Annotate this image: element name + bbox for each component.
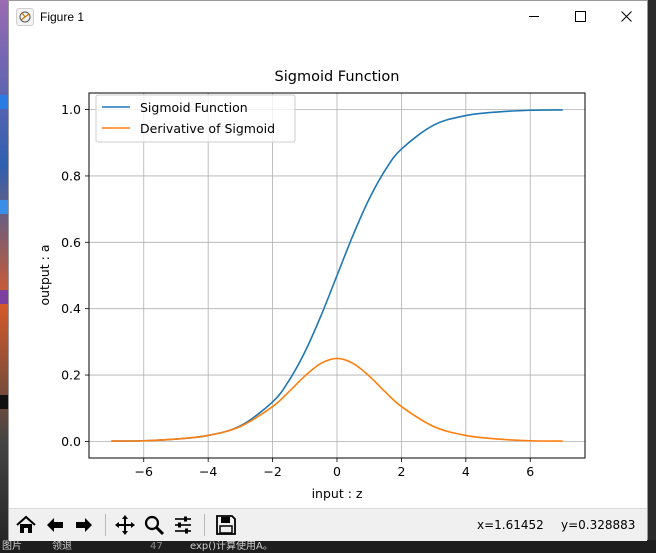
y-tick-label: 0.4 — [61, 301, 81, 316]
y-tick-label: 0.0 — [61, 434, 81, 449]
x-tick-label: 0 — [333, 464, 341, 479]
sigmoid-point — [465, 114, 467, 117]
desktop-app-icon — [0, 200, 8, 214]
title-bar[interactable]: Figure 1 — [9, 1, 647, 32]
cursor-x-readout: x=1.61452 — [477, 518, 544, 532]
figure-canvas[interactable]: −6 −4 −2 0 2 4 6 0.0 0.2 0.4 0.6 0.8 1.0 Sigmoid Fun… — [9, 32, 647, 508]
chart-title: Sigmoid Function — [275, 69, 400, 85]
derivative-point — [465, 434, 467, 437]
legend-label-derivative: Derivative of Sigmoid — [140, 121, 275, 136]
background-line-number: 47 — [150, 541, 163, 552]
y-tick-label: 0.6 — [61, 235, 81, 250]
derivative-point — [271, 405, 274, 408]
derivative-point — [175, 438, 177, 440]
matplotlib-app-icon — [16, 7, 34, 26]
pan-icon — [115, 515, 135, 535]
back-arrow-icon — [47, 518, 63, 532]
x-tick-label: 4 — [462, 464, 470, 479]
legend-box — [95, 94, 296, 143]
background-editor-strip: 图片 领退 47 exp()计算使用A。 — [0, 540, 656, 553]
legend: Sigmoid Function Derivative of Sigmoid — [95, 94, 296, 143]
sigmoid-point — [288, 380, 290, 382]
home-button[interactable] — [13, 512, 39, 538]
desktop-background-strip — [0, 0, 8, 553]
derivative-point — [336, 357, 338, 360]
background-editor-text: exp()计算使用A。 — [190, 541, 273, 552]
x-tick-label: −6 — [135, 464, 153, 479]
sigmoid-point — [304, 351, 306, 353]
toolbar-separator — [204, 514, 205, 536]
figure-window: Figure 1 −6 −4 −2 0 2 4 6 0.0 0.2 0.4 0.6 0.8 1.0 Si… — [8, 0, 648, 541]
sigmoid-chart: −6 −4 −2 0 2 4 6 0.0 0.2 0.4 0.6 0.8 1.0 Sigmoid Fun… — [37, 69, 586, 501]
maximize-button[interactable] — [557, 1, 603, 32]
derivative-point — [529, 440, 531, 442]
close-button[interactable] — [603, 1, 649, 32]
toolbar-separator — [105, 514, 106, 536]
save-button[interactable] — [213, 512, 239, 538]
derivative-point — [143, 440, 145, 442]
sigmoid-point — [400, 148, 403, 150]
tick-marks: −6 −4 −2 0 2 4 6 0.0 0.2 0.4 0.6 0.8 1.0 — [61, 102, 534, 479]
sigmoid-point — [368, 198, 370, 200]
derivative-point — [368, 375, 370, 377]
zoom-button[interactable] — [141, 512, 167, 538]
background-left-text: 图片 — [2, 541, 22, 552]
y-axis-label: output : a — [37, 244, 52, 305]
derivative-point — [400, 405, 403, 408]
derivative-point — [304, 375, 306, 377]
x-tick-label: 2 — [397, 464, 405, 479]
sigmoid-point — [497, 111, 499, 113]
derivative-point — [207, 434, 209, 437]
desktop-app-icon — [0, 290, 8, 304]
close-icon — [620, 11, 632, 22]
minimize-icon — [528, 16, 539, 17]
desktop-app-icon — [0, 395, 8, 409]
y-tick-label: 1.0 — [61, 102, 81, 117]
series-lines — [110, 109, 564, 442]
derivative-point — [320, 362, 322, 365]
derivative-point — [497, 438, 499, 440]
sigmoid-point — [433, 124, 435, 126]
forward-arrow-icon — [76, 518, 92, 532]
navigation-toolbar: x=1.61452 y=0.328883 — [9, 508, 647, 541]
x-tick-label: −2 — [263, 464, 281, 479]
sigmoid-point — [352, 234, 354, 236]
configure-subplots-icon — [175, 516, 191, 534]
derivative-point — [352, 362, 354, 365]
derivative-point — [384, 391, 386, 393]
sigmoid-point — [336, 274, 338, 277]
y-tick-label: 0.8 — [61, 168, 81, 183]
y-tick-label: 0.2 — [61, 368, 81, 383]
derivative-point — [433, 425, 435, 428]
zoom-icon — [144, 515, 165, 536]
sigmoid-point — [561, 109, 564, 111]
desktop-app-icon — [0, 95, 8, 109]
save-icon — [216, 515, 236, 535]
derivative-point — [239, 425, 241, 428]
sigmoid-point — [529, 109, 531, 111]
sigmoid-point — [384, 169, 386, 171]
minimize-button[interactable] — [511, 1, 557, 32]
x-tick-label: −4 — [199, 464, 217, 479]
configure-subplots-button[interactable] — [170, 512, 196, 538]
forward-button[interactable] — [71, 512, 97, 538]
legend-label-sigmoid: Sigmoid Function — [140, 100, 248, 115]
home-icon — [16, 515, 36, 533]
window-title: Figure 1 — [40, 9, 85, 24]
derivative-point — [110, 440, 113, 442]
maximize-icon — [574, 11, 586, 22]
pan-button[interactable] — [112, 512, 138, 538]
x-axis-label: input : z — [312, 486, 363, 501]
sigmoid-point — [271, 401, 274, 403]
sigmoid-point — [320, 315, 322, 317]
derivative-point — [561, 440, 564, 442]
back-button[interactable] — [42, 512, 68, 538]
x-tick-label: 6 — [526, 464, 534, 479]
derivative-point — [288, 391, 290, 393]
cursor-y-readout: y=0.328883 — [561, 518, 636, 532]
background-left-text-2: 领退 — [52, 541, 72, 552]
